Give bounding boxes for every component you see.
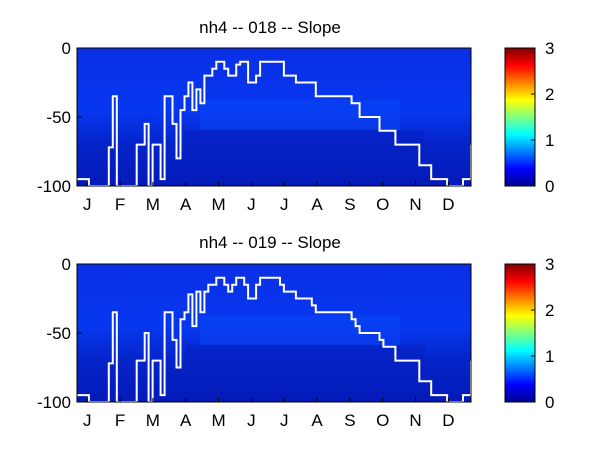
x-tick-label: J	[247, 411, 256, 430]
x-tick-label: A	[311, 411, 323, 430]
heatmap-band-mid	[200, 100, 400, 130]
x-tick-label: J	[280, 195, 289, 214]
x-tick-label: J	[83, 411, 92, 430]
colorbar-tick-label: 0	[545, 177, 554, 196]
x-tick-label: A	[311, 195, 323, 214]
x-tick-label: A	[180, 411, 192, 430]
x-tick-label: N	[409, 411, 421, 430]
x-tick-label: S	[344, 411, 355, 430]
colorbar-tick-label: 2	[545, 301, 554, 320]
chart-title: nh4 -- 018 -- Slope	[199, 18, 341, 37]
x-tick-label: O	[376, 195, 389, 214]
colorbar-tick-label: 2	[545, 85, 554, 104]
colorbar-tick-label: 1	[545, 131, 554, 150]
x-tick-label: J	[280, 411, 289, 430]
colorbar-tick-label: 3	[545, 255, 554, 274]
x-tick-label: D	[442, 411, 454, 430]
x-tick-label: F	[115, 411, 125, 430]
x-tick-label: D	[442, 195, 454, 214]
x-tick-label: F	[115, 195, 125, 214]
x-tick-label: M	[146, 411, 160, 430]
x-tick-label: O	[376, 411, 389, 430]
x-tick-label: M	[146, 195, 160, 214]
chart-title: nh4 -- 019 -- Slope	[199, 233, 341, 252]
x-tick-label: S	[344, 195, 355, 214]
heatmap-band-deep	[185, 345, 425, 375]
y-tick-label: -100	[37, 393, 71, 412]
colorbar	[504, 263, 536, 403]
x-tick-label: M	[211, 411, 225, 430]
y-tick-label: 0	[62, 255, 71, 274]
y-tick-label: -50	[46, 324, 71, 343]
x-tick-label: A	[180, 195, 192, 214]
x-tick-label: N	[409, 195, 421, 214]
x-tick-label: M	[211, 195, 225, 214]
colorbar-tick-label: 1	[545, 347, 554, 366]
heatmap-band-deep	[185, 130, 425, 160]
y-tick-label: 0	[62, 39, 71, 58]
data-line	[77, 60, 472, 187]
colorbar-tick-label: 0	[545, 393, 554, 412]
x-tick-label: J	[83, 195, 92, 214]
y-tick-label: -50	[46, 108, 71, 127]
heatmap-band-mid	[200, 315, 400, 345]
y-tick-label: -100	[37, 177, 71, 196]
colorbar	[504, 47, 536, 187]
x-tick-label: J	[247, 195, 256, 214]
colorbar-tick-label: 3	[545, 39, 554, 58]
